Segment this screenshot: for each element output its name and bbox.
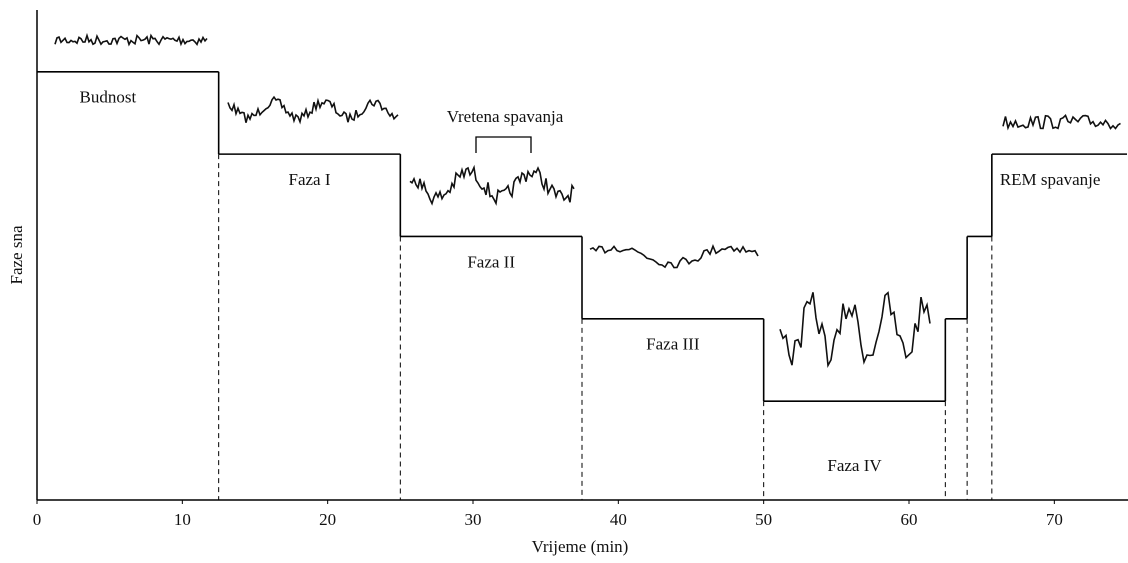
x-axis-label: Vrijeme (min) (532, 537, 629, 556)
x-tick-label: 40 (610, 510, 627, 529)
x-tick-label: 70 (1046, 510, 1063, 529)
eeg-trace (1002, 114, 1121, 131)
stage-label: Budnost (79, 88, 136, 107)
spindle-bracket (475, 136, 532, 153)
eeg-trace (409, 164, 575, 206)
x-tick-label: 20 (319, 510, 336, 529)
x-tick-label: 30 (465, 510, 482, 529)
eeg-trace (54, 32, 208, 47)
stage-label: Faza I (288, 170, 330, 189)
stage-label: Faza III (646, 335, 700, 354)
annotation: Vretena spavanja (447, 107, 564, 126)
eeg-trace (779, 291, 931, 369)
stage-label: Faza II (467, 252, 515, 271)
stage-label: REM spavanje (1000, 170, 1101, 189)
x-tick-label: 0 (33, 510, 42, 529)
eeg-trace (589, 244, 759, 269)
eeg-trace (227, 95, 399, 125)
stage-label: Faza IV (827, 456, 882, 475)
x-tick-label: 10 (174, 510, 191, 529)
y-axis-label: Faze sna (7, 225, 26, 284)
x-tick-label: 50 (755, 510, 772, 529)
x-tick-label: 60 (901, 510, 918, 529)
